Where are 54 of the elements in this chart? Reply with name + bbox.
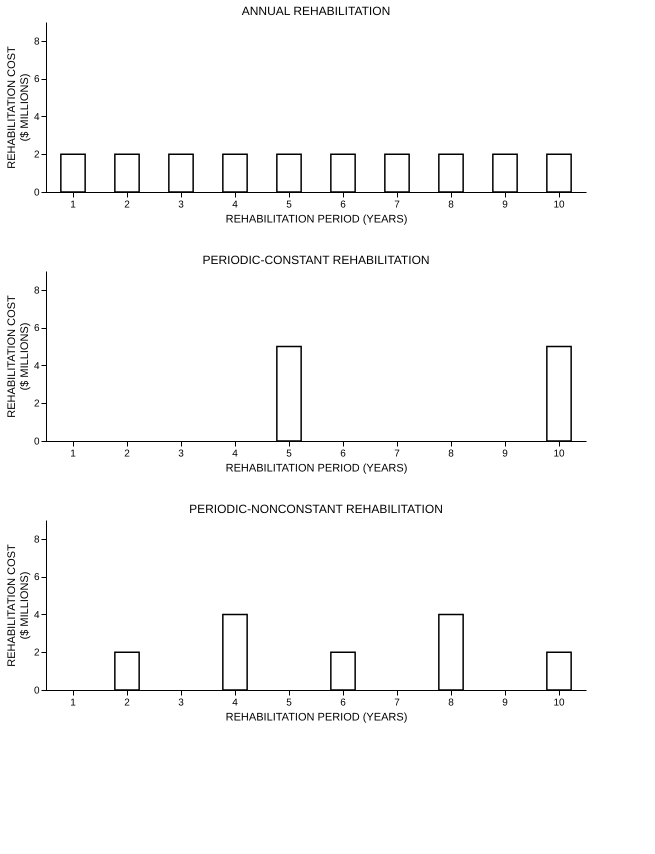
x-axis-title: REHABILITATION PERIOD (YEARS) xyxy=(226,462,408,474)
x-tick-label: 10 xyxy=(553,698,565,708)
x-tick-label: 1 xyxy=(70,698,76,708)
x-tick-label: 7 xyxy=(394,448,400,460)
y-tick-label: 0 xyxy=(34,436,40,448)
x-tick-label: 5 xyxy=(286,200,292,210)
x-tick-label: 3 xyxy=(178,698,184,708)
x-tick-label: 5 xyxy=(286,698,292,708)
x-tick-label: 1 xyxy=(70,200,76,210)
y-tick-label: 2 xyxy=(34,648,40,659)
x-tick-label: 6 xyxy=(340,200,346,210)
x-tick-label: 9 xyxy=(502,698,508,708)
y-tick-label: 8 xyxy=(34,534,40,546)
chart-title: PERIODIC-CONSTANT REHABILITATION xyxy=(202,253,430,267)
x-tick-label: 2 xyxy=(124,200,130,210)
x-tick-label: 1 xyxy=(70,448,76,460)
x-tick-label: 9 xyxy=(502,200,508,210)
y-tick-label: 4 xyxy=(34,610,40,621)
y-tick-label: 8 xyxy=(34,36,40,48)
x-tick-label: 4 xyxy=(232,448,238,460)
y-tick-label: 2 xyxy=(34,150,40,161)
y-tick-label: 4 xyxy=(34,112,40,123)
y-tick-label: 8 xyxy=(34,285,40,296)
y-axis-title: REHABILITATION COST ($ MILLIONS) xyxy=(6,295,31,418)
x-tick-label: 8 xyxy=(448,698,454,708)
y-axis-title: REHABILITATION COST ($ MILLIONS) xyxy=(6,544,31,667)
x-tick-label: 7 xyxy=(394,200,400,210)
y-tick-label: 4 xyxy=(34,360,40,372)
y-tick-label: 0 xyxy=(34,188,40,198)
x-axis-title: REHABILITATION PERIOD (YEARS) xyxy=(226,712,408,724)
x-tick-label: 2 xyxy=(124,698,130,708)
y-tick-label: 0 xyxy=(34,686,40,696)
x-tick-label: 8 xyxy=(448,200,454,210)
x-tick-label: 4 xyxy=(232,200,238,210)
chart-title: PERIODIC-NONCONSTANT REHABILITATION xyxy=(189,502,443,516)
x-tick-label: 6 xyxy=(340,448,346,460)
x-tick-label: 4 xyxy=(232,698,238,708)
y-tick-label: 6 xyxy=(34,323,40,334)
y-tick-label: 6 xyxy=(34,572,40,584)
chart-title: ANNUAL REHABILITATION xyxy=(242,4,390,18)
x-tick-label: 10 xyxy=(553,448,565,460)
x-tick-label: 5 xyxy=(286,448,292,460)
x-tick-label: 10 xyxy=(553,200,565,210)
y-tick-label: 6 xyxy=(34,74,40,86)
y-axis-title: REHABILITATION COST ($ MILLIONS) xyxy=(6,46,31,169)
y-tick-label: 2 xyxy=(34,398,40,410)
x-tick-label: 9 xyxy=(502,448,508,460)
x-tick-label: 6 xyxy=(340,698,346,708)
x-tick-label: 3 xyxy=(178,200,184,210)
x-tick-label: 3 xyxy=(178,448,184,460)
x-tick-label: 2 xyxy=(124,448,130,460)
x-tick-label: 8 xyxy=(448,448,454,460)
x-tick-label: 7 xyxy=(394,698,400,708)
x-axis-title: REHABILITATION PERIOD (YEARS) xyxy=(226,214,408,226)
